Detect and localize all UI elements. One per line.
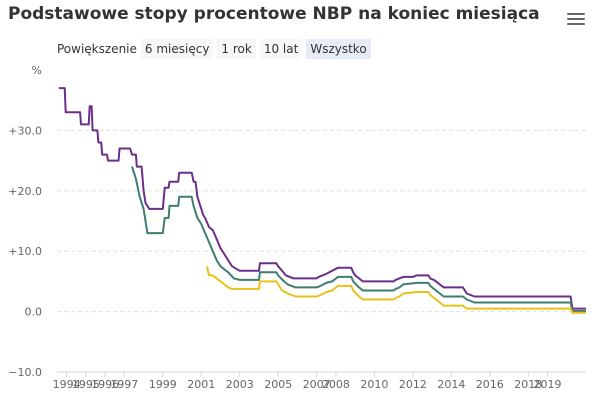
x-tick-label: 1996 [91,378,119,391]
zoom-label: Powiększenie [57,42,137,56]
x-tick-label: 1999 [149,378,177,391]
x-tick-label: 1995 [72,378,100,391]
zoom-button-all[interactable]: Wszystko [306,39,371,59]
x-tick-label: 2007 [303,378,331,391]
y-tick-label: −10.0 [8,366,42,379]
hamburger-menu-icon[interactable] [567,13,585,27]
x-tick-label: 1997 [110,378,138,391]
x-tick-label: 2003 [226,378,254,391]
x-tick-label: 2005 [264,378,292,391]
x-tick-label: 2008 [322,378,350,391]
zoom-button-10-years[interactable]: 10 lat [259,39,303,59]
y-tick-label: +30.0 [8,124,42,137]
series-line-3 [206,266,586,314]
zoom-button-6-months[interactable]: 6 miesięcy [140,39,214,59]
x-tick-label: 2001 [187,378,215,391]
zoom-button-1-year[interactable]: 1 rok [217,39,256,59]
y-axis-label: % [32,64,42,77]
chart-title: Podstawowe stopy procentowe NBP na konie… [8,4,540,24]
x-tick-label: 2014 [437,378,465,391]
series-line-1 [58,87,586,310]
x-tick-label: 2012 [399,378,427,391]
x-tick-label: 1994 [53,378,81,391]
y-tick-label: 0.0 [25,306,43,319]
series-line-2 [131,166,586,312]
x-tick-label: 2010 [360,378,388,391]
zoom-bar: Powiększenie 6 miesięcy 1 rok 10 lat Wsz… [57,38,375,60]
x-tick-label: 2019 [534,378,562,391]
x-tick-label: 2018 [514,378,542,391]
y-tick-label: +20.0 [8,185,42,198]
x-tick-label: 2016 [476,378,504,391]
y-tick-label: +10.0 [8,245,42,258]
